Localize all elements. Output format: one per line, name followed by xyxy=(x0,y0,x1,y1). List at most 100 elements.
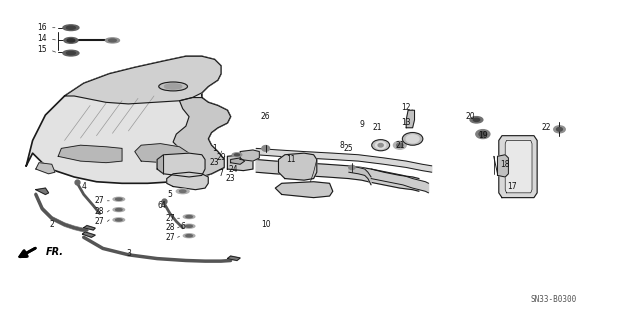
Text: 21: 21 xyxy=(372,123,382,132)
Ellipse shape xyxy=(186,234,192,237)
Text: 27: 27 xyxy=(165,214,175,223)
Ellipse shape xyxy=(378,144,383,147)
Polygon shape xyxy=(58,145,122,163)
Polygon shape xyxy=(36,188,49,195)
Polygon shape xyxy=(26,56,230,183)
Ellipse shape xyxy=(176,189,189,194)
Polygon shape xyxy=(499,136,537,197)
Text: 10: 10 xyxy=(261,220,271,229)
Text: 6: 6 xyxy=(180,222,185,231)
Polygon shape xyxy=(497,155,508,177)
Ellipse shape xyxy=(470,117,483,123)
Ellipse shape xyxy=(186,225,192,227)
Polygon shape xyxy=(256,148,432,172)
Ellipse shape xyxy=(164,84,182,89)
Ellipse shape xyxy=(106,38,120,43)
Polygon shape xyxy=(230,158,244,164)
Polygon shape xyxy=(157,153,205,177)
Text: 4: 4 xyxy=(161,201,166,210)
Polygon shape xyxy=(240,150,259,161)
Ellipse shape xyxy=(403,132,423,145)
Polygon shape xyxy=(157,155,164,174)
Ellipse shape xyxy=(372,140,390,151)
Polygon shape xyxy=(278,153,317,180)
Text: 2: 2 xyxy=(49,220,54,229)
Text: 16: 16 xyxy=(37,23,47,32)
Ellipse shape xyxy=(109,39,116,42)
Polygon shape xyxy=(65,56,221,104)
Text: 14: 14 xyxy=(37,34,47,43)
Text: 8: 8 xyxy=(340,141,345,150)
Polygon shape xyxy=(36,163,55,174)
Text: FR.: FR. xyxy=(45,247,63,256)
Text: 24: 24 xyxy=(229,165,239,174)
Polygon shape xyxy=(83,232,95,237)
Text: 26: 26 xyxy=(261,112,271,121)
Ellipse shape xyxy=(349,165,355,169)
Text: 22: 22 xyxy=(542,123,552,132)
Ellipse shape xyxy=(63,25,79,31)
Polygon shape xyxy=(173,98,230,179)
Ellipse shape xyxy=(234,154,239,156)
Polygon shape xyxy=(167,172,208,190)
Polygon shape xyxy=(182,171,202,180)
Ellipse shape xyxy=(183,215,195,219)
Polygon shape xyxy=(227,155,253,171)
Ellipse shape xyxy=(554,126,565,133)
Ellipse shape xyxy=(67,39,75,42)
Polygon shape xyxy=(84,226,95,230)
Text: 19: 19 xyxy=(478,131,488,140)
Ellipse shape xyxy=(397,143,403,147)
Text: 12: 12 xyxy=(401,103,411,112)
Ellipse shape xyxy=(476,130,490,138)
Ellipse shape xyxy=(232,153,242,157)
Text: 7: 7 xyxy=(219,169,223,178)
Ellipse shape xyxy=(186,216,192,218)
Polygon shape xyxy=(256,160,419,191)
Text: 1: 1 xyxy=(212,144,217,153)
Ellipse shape xyxy=(116,198,122,200)
Text: 18: 18 xyxy=(500,160,510,169)
Text: 23: 23 xyxy=(226,174,236,183)
Text: 27: 27 xyxy=(165,233,175,242)
Ellipse shape xyxy=(376,142,386,149)
Text: 5: 5 xyxy=(168,190,172,199)
Ellipse shape xyxy=(179,190,186,193)
Ellipse shape xyxy=(67,26,76,29)
Text: 4: 4 xyxy=(81,182,86,191)
Ellipse shape xyxy=(64,38,78,43)
Ellipse shape xyxy=(406,135,419,143)
Ellipse shape xyxy=(557,128,563,131)
Ellipse shape xyxy=(67,51,76,55)
Ellipse shape xyxy=(116,219,122,221)
Text: 13: 13 xyxy=(401,118,411,128)
Text: 17: 17 xyxy=(507,182,516,191)
Ellipse shape xyxy=(113,208,125,211)
Polygon shape xyxy=(349,166,371,185)
Polygon shape xyxy=(406,110,415,128)
Ellipse shape xyxy=(183,224,195,228)
Text: 20: 20 xyxy=(465,112,475,121)
Polygon shape xyxy=(135,144,189,163)
Ellipse shape xyxy=(473,118,479,122)
Ellipse shape xyxy=(113,218,125,222)
Text: 15: 15 xyxy=(37,45,47,55)
Polygon shape xyxy=(505,140,532,193)
Ellipse shape xyxy=(183,234,195,238)
Ellipse shape xyxy=(262,145,269,151)
Ellipse shape xyxy=(394,141,406,149)
Text: 23: 23 xyxy=(210,158,220,167)
Text: SN33-B0300: SN33-B0300 xyxy=(531,295,577,304)
Ellipse shape xyxy=(113,197,125,201)
Text: 25: 25 xyxy=(344,144,353,153)
Text: 6: 6 xyxy=(158,201,163,210)
Text: 21: 21 xyxy=(395,141,404,150)
Ellipse shape xyxy=(63,50,79,56)
Text: 9: 9 xyxy=(359,120,364,129)
Text: 27: 27 xyxy=(95,217,104,226)
Polygon shape xyxy=(371,169,429,193)
Text: 29: 29 xyxy=(216,153,226,162)
Text: 27: 27 xyxy=(95,196,104,205)
Text: 28: 28 xyxy=(165,223,175,232)
Ellipse shape xyxy=(479,131,486,137)
